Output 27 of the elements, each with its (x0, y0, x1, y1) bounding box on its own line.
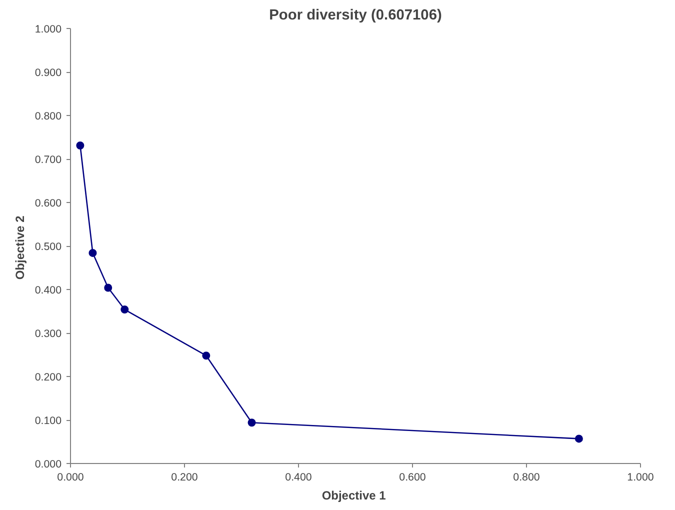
point (76, 142, 84, 150)
point (202, 352, 210, 360)
chart-title: Poor diversity (0.607106) (269, 8, 442, 24)
y-tick-label: 0.000 (34, 458, 62, 470)
y-tick-label: 0.500 (34, 241, 62, 253)
point (88, 248, 97, 257)
y-tick-label: 0.200 (34, 372, 62, 384)
point (574, 434, 583, 443)
y-tick-label: 0.700 (34, 154, 62, 166)
y-tick-label: 0.800 (34, 110, 62, 122)
point (120, 306, 129, 314)
point (248, 418, 256, 427)
x-tick-label: 0.600 (399, 472, 426, 484)
y-tick-label: 0.400 (34, 284, 62, 296)
x-tick-label: 0.000 (57, 472, 84, 484)
x-axis-title: Objective 1 (322, 488, 386, 502)
y-tick-label: 1.000 (34, 24, 62, 36)
y-tick-label: 0.600 (34, 198, 62, 210)
x-tick-label: 0.200 (171, 472, 198, 484)
y-tick-label: 0.900 (34, 67, 62, 79)
x-tick-label: 0.400 (285, 472, 312, 484)
x-tick-label: 0.800 (513, 472, 540, 484)
y-tick-label: 0.100 (34, 415, 62, 427)
point (104, 284, 112, 292)
y-axis-title: Objective 2 (12, 215, 27, 280)
y-tick-label: 0.300 (34, 328, 62, 340)
x-tick-label: 1.000 (627, 472, 654, 484)
